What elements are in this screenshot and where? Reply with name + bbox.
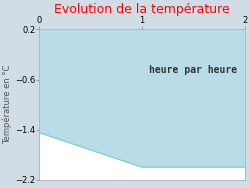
Title: Evolution de la température: Evolution de la température — [54, 3, 230, 16]
Y-axis label: Température en °C: Température en °C — [3, 65, 12, 144]
Text: heure par heure: heure par heure — [149, 65, 238, 75]
